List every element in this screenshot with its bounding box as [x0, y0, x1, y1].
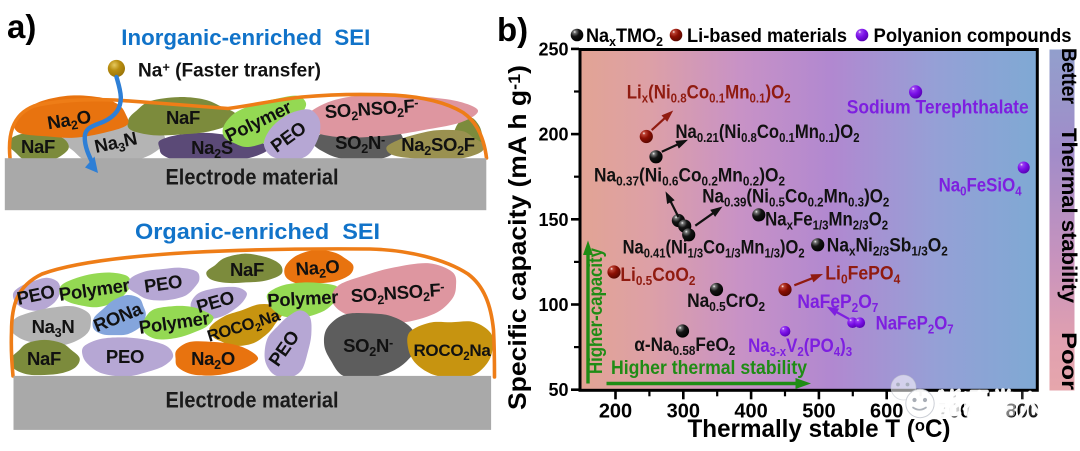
svg-text:Sodium Terephthalate: Sodium Terephthalate: [847, 98, 1029, 119]
svg-text:SO2N-: SO2N-: [343, 335, 393, 359]
svg-text:NaFeP2O7: NaFeP2O7: [797, 292, 878, 315]
svg-text:250: 250: [538, 39, 568, 59]
svg-text:200: 200: [599, 401, 632, 423]
svg-text:600: 600: [870, 401, 903, 423]
svg-text:Better: Better: [1057, 48, 1080, 104]
svg-text:Li0FePO4: Li0FePO4: [825, 264, 901, 287]
svg-text:Na0.5CrO2: Na0.5CrO2: [687, 291, 765, 314]
svg-text:Polyanion compounds: Polyanion compounds: [874, 26, 1072, 47]
svg-text:Na3N: Na3N: [32, 316, 75, 340]
svg-text:Na2O: Na2O: [191, 348, 235, 372]
svg-text:Specific capacity (mA h g-1): Specific capacity (mA h g-1): [504, 65, 532, 410]
svg-text:Na0.21(Ni0.8Co0.1Mn0.1)O2: Na0.21(Ni0.8Co0.1Mn0.1)O2: [676, 122, 860, 145]
svg-text:200: 200: [538, 125, 568, 145]
svg-text:Na2SO2F: Na2SO2F: [401, 134, 475, 158]
svg-text:PEO: PEO: [106, 346, 144, 367]
svg-text:Li0.5CoO2: Li0.5CoO2: [620, 265, 695, 288]
svg-text:b): b): [497, 11, 528, 48]
svg-text:300: 300: [667, 401, 700, 423]
svg-text:Na2S: Na2S: [191, 137, 233, 161]
svg-text:Li-based materials: Li-based materials: [687, 26, 847, 47]
svg-text:Na0.41(Ni1/3Co1/3Mn1/3)O2: Na0.41(Ni1/3Co1/3Mn1/3)O2: [623, 237, 805, 260]
svg-text:NaF: NaF: [27, 348, 61, 369]
svg-text:500: 500: [802, 401, 835, 423]
svg-text:a): a): [7, 8, 36, 45]
svg-text:NaFeP2O7: NaFeP2O7: [876, 314, 954, 337]
svg-text:Na0.39(Ni0.5Co0.2Mn0.3)O2: Na0.39(Ni0.5Co0.2Mn0.3)O2: [702, 187, 889, 210]
svg-text:ROCO2Na: ROCO2Na: [413, 341, 491, 363]
svg-text:Thermally stable T (oC): Thermally stable T (oC): [688, 415, 951, 443]
svg-text:Higher thermal stability: Higher thermal stability: [611, 357, 807, 379]
svg-text:Na0.37(Ni0.6Co0.2Mn0.2)O2: Na0.37(Ni0.6Co0.2Mn0.2)O2: [594, 165, 785, 188]
svg-text:Thermal stability: Thermal stability: [1057, 128, 1080, 303]
svg-text:SO2N-: SO2N-: [335, 132, 385, 156]
svg-text:Organic-enriched SEI: Organic-enriched SEI: [135, 219, 380, 244]
svg-text:α-Na0.58FeO2: α-Na0.58FeO2: [634, 335, 735, 358]
svg-text:Na+ (Faster transfer): Na+ (Faster transfer): [138, 60, 321, 82]
svg-text:Electrode material: Electrode material: [166, 165, 339, 190]
svg-text:Na0FeSiO4: Na0FeSiO4: [939, 176, 1023, 199]
svg-text:Higher-capacity: Higher-capacity: [585, 248, 607, 374]
svg-text:NaxTMO2: NaxTMO2: [586, 26, 663, 49]
svg-text:400: 400: [734, 401, 767, 423]
svg-text:NaF: NaF: [230, 259, 264, 280]
svg-text:150: 150: [538, 210, 568, 230]
svg-text:NaF: NaF: [21, 136, 55, 157]
svg-text:Lix(Ni0.8Co0.1Mn0.1)O2: Lix(Ni0.8Co0.1Mn0.1)O2: [627, 83, 791, 106]
svg-text:Poor: Poor: [1057, 332, 1080, 390]
svg-text:NaF: NaF: [166, 107, 200, 128]
svg-text:Inorganic-enriched SEI: Inorganic-enriched SEI: [121, 25, 370, 50]
svg-text:Polymer: Polymer: [267, 286, 339, 311]
svg-text:50: 50: [548, 380, 568, 400]
svg-text:100: 100: [538, 295, 568, 315]
svg-text:Electrode material: Electrode material: [166, 388, 339, 413]
